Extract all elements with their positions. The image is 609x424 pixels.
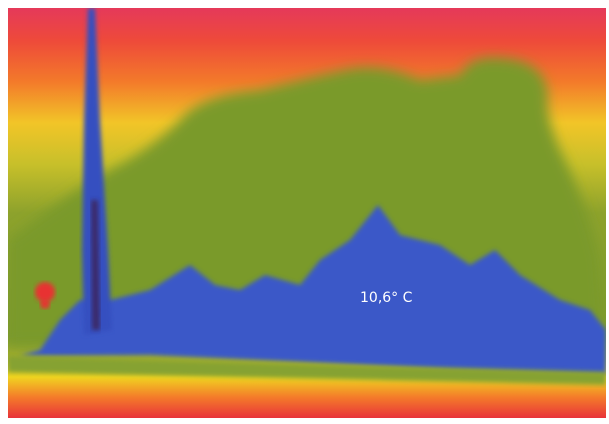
thermal-scene (8, 8, 606, 418)
temperature-label: 10,6° C (360, 290, 413, 306)
thermal-image: 10,6° C (0, 0, 609, 424)
page: 10,6° C (() => { const data = JSON.parse… (0, 0, 609, 424)
hot-spot-tail (40, 299, 50, 309)
